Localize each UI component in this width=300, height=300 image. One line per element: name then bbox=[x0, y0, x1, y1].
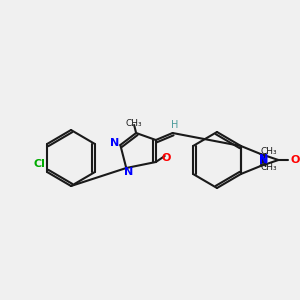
Text: CH₃: CH₃ bbox=[260, 148, 277, 157]
Text: N: N bbox=[259, 156, 268, 166]
Text: N: N bbox=[259, 154, 268, 164]
Text: CH₃: CH₃ bbox=[260, 164, 277, 172]
Text: N: N bbox=[124, 167, 133, 177]
Text: Cl: Cl bbox=[33, 159, 45, 169]
Text: O: O bbox=[161, 153, 170, 163]
Text: H: H bbox=[171, 120, 178, 130]
Text: CH₃: CH₃ bbox=[126, 118, 142, 127]
Text: N: N bbox=[110, 138, 119, 148]
Text: O: O bbox=[290, 155, 300, 165]
